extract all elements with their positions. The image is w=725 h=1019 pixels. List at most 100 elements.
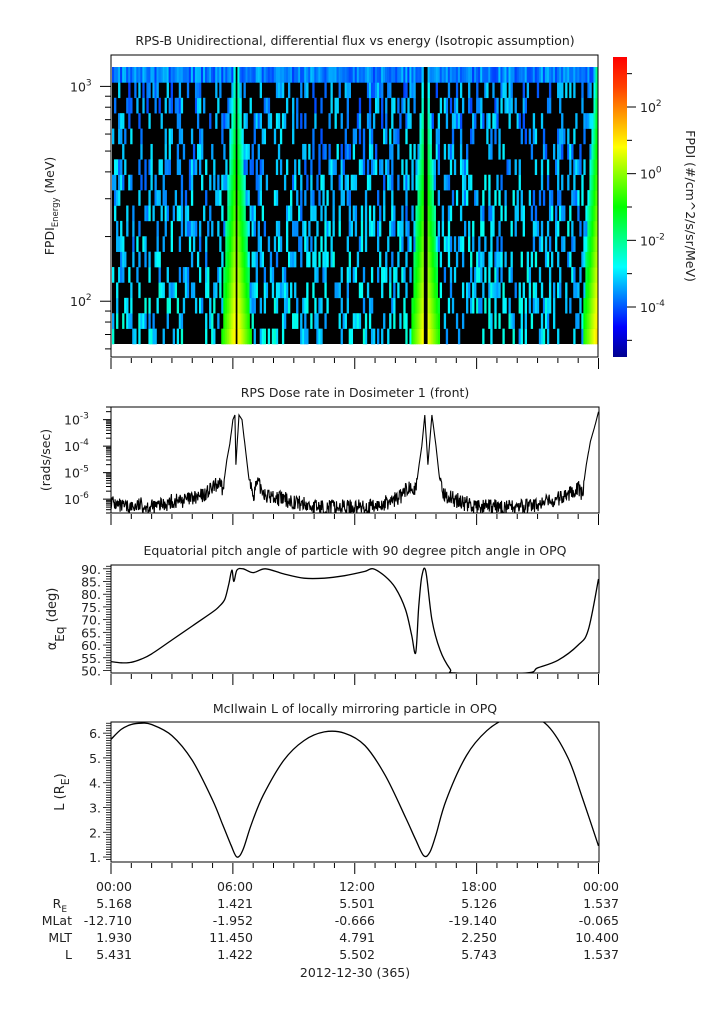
spectrogram-cell	[186, 205, 190, 222]
spectrogram-cell	[585, 297, 588, 314]
spectrogram-cell	[140, 313, 143, 329]
spectrogram-cell	[229, 297, 232, 314]
spectrogram-cell	[559, 128, 562, 145]
spectrogram-cell	[332, 251, 335, 268]
spectrogram-cell	[437, 313, 441, 329]
spectrogram-cell	[463, 159, 467, 176]
spectrogram-cell	[138, 313, 141, 329]
spectrogram-cell	[381, 67, 384, 83]
spectrogram-cell	[180, 313, 184, 329]
spectrogram-cell	[405, 190, 408, 206]
spectrogram-cell	[571, 267, 574, 283]
spectrogram-cell	[261, 67, 265, 83]
spectrogram-cell	[502, 143, 505, 160]
spectrogram-cell	[245, 251, 248, 268]
spectrogram-cell	[132, 236, 135, 252]
spectrogram-cell	[213, 282, 216, 299]
spectrogram-cell	[498, 282, 501, 299]
spectrogram-cell	[352, 143, 356, 160]
spectrogram-cell	[322, 67, 325, 83]
spectrogram-cell	[122, 236, 125, 252]
spectrogram-cell	[308, 251, 311, 268]
spectrogram-cell	[595, 236, 598, 252]
spectrogram-cell	[290, 251, 293, 268]
spectrogram-cell	[512, 67, 515, 83]
spectrogram-cell	[124, 159, 127, 176]
spectrogram-cell	[118, 190, 121, 206]
spectrogram-cell	[294, 67, 297, 83]
spectrogram-cell	[245, 190, 248, 206]
spectrogram-cell	[168, 282, 171, 299]
spectrogram-cell	[413, 267, 416, 283]
spectrogram-cell	[419, 297, 422, 314]
spectrogram-cell	[470, 267, 473, 283]
spectrogram-cell	[417, 220, 420, 237]
spectrogram-cell	[561, 113, 564, 129]
spectrogram-cell	[247, 67, 250, 83]
spectrogram-cell	[285, 297, 289, 314]
spectrogram-cell	[494, 113, 497, 129]
spectrogram-cell	[292, 128, 295, 145]
ephemeris-value: -1.952	[213, 913, 253, 928]
spectrogram-cell	[421, 267, 424, 283]
spectrogram-cell	[170, 220, 173, 237]
spectrogram-cell	[557, 143, 560, 160]
spectrogram-cell	[237, 159, 240, 176]
spectrogram-cell	[455, 251, 459, 268]
spectrogram-cell	[557, 174, 560, 191]
spectrogram-cell	[229, 67, 232, 83]
spectrogram-cell	[223, 282, 226, 299]
spectrogram-cell	[229, 251, 232, 268]
spectrogram-cell	[437, 328, 441, 345]
spectrogram-cell	[160, 159, 163, 176]
spectrogram-cell	[441, 205, 445, 222]
spectrogram-cell	[459, 159, 463, 176]
spectrogram-cell	[205, 190, 208, 206]
spectrogram-cell	[512, 190, 515, 206]
ephemeris-value: 10.400	[575, 930, 619, 945]
spectrogram-cell	[415, 236, 418, 252]
spectrogram-cell	[275, 282, 279, 299]
spectrogram-cell	[548, 205, 552, 222]
spectrogram-cell	[459, 128, 463, 145]
spectrogram-cell	[198, 97, 202, 114]
spectrogram-cell	[122, 313, 125, 329]
spectrogram-cell	[437, 220, 441, 237]
spectrogram-cell	[433, 328, 436, 345]
spectrogram-cell	[589, 236, 592, 252]
spectrogram-cell	[500, 251, 503, 268]
spectrogram-cell	[589, 113, 592, 129]
spectrogram-cell	[249, 67, 252, 83]
spectrogram-cell	[300, 67, 303, 83]
spectrogram-cell	[526, 67, 530, 83]
spectrogram-cell	[128, 267, 131, 283]
spectrogram-cell	[427, 313, 430, 329]
spectrogram-cell	[409, 67, 412, 83]
spectrogram-cell	[508, 267, 511, 283]
time-tick-label: 18:00	[461, 879, 497, 894]
spectrogram-cell	[461, 97, 465, 114]
time-tick-label: 00:00	[96, 879, 132, 894]
spectrogram-cell	[227, 97, 230, 114]
spectrogram-cell	[435, 251, 438, 268]
spectrogram-cell	[419, 205, 422, 222]
spectrogram-cell	[516, 190, 519, 206]
spectrogram-cell	[310, 313, 313, 329]
spectrogram-cell	[589, 297, 592, 314]
spectrogram-cell	[298, 67, 301, 83]
spectrogram-cell	[411, 67, 414, 83]
spectrogram-cell	[401, 267, 404, 283]
spectrogram-cell	[290, 67, 293, 83]
spectrogram-cell	[249, 205, 252, 222]
spectrogram-cell	[152, 205, 155, 222]
spectrogram-cell	[431, 236, 434, 252]
spectrogram-cell	[370, 267, 374, 283]
spectrogram-cell	[318, 143, 321, 160]
spectrogram-cell	[231, 97, 234, 114]
spectrogram-cell	[474, 113, 477, 129]
ephemeris-value: 5.168	[96, 896, 132, 911]
spectrogram-cell	[338, 67, 341, 83]
spectrogram-cell	[162, 174, 165, 191]
spectrogram-cell	[122, 113, 125, 129]
spectrogram-cell	[589, 205, 592, 222]
